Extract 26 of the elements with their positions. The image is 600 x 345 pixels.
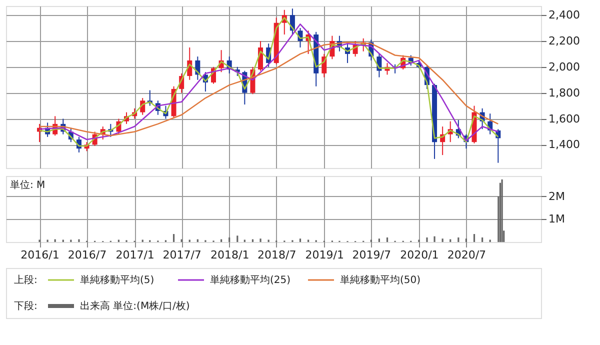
legend-title: 上段: bbox=[14, 274, 38, 286]
y-tick-label: 2,000 bbox=[548, 60, 580, 74]
legend-label: 単純移動平均(50) bbox=[340, 274, 421, 286]
y-tick-label: 1,800 bbox=[548, 86, 580, 100]
annotation: 単位: M bbox=[10, 179, 46, 191]
x-tick-label: 2018/7 bbox=[258, 248, 296, 262]
y-tick-label: 1M bbox=[548, 212, 565, 226]
y-tick-label: 1,600 bbox=[548, 112, 580, 126]
y-tick-label: 2,200 bbox=[548, 34, 580, 48]
legend-label: 出来高 単位:(M株/口/枚) bbox=[80, 300, 190, 312]
x-tick-label: 2018/1 bbox=[210, 248, 250, 262]
x-tick-label: 2020/1 bbox=[400, 248, 439, 262]
x-tick-label: 2017/7 bbox=[162, 248, 202, 262]
legend-title: 下段: bbox=[14, 300, 38, 312]
y-tick-label: 2,400 bbox=[548, 8, 580, 22]
y-tick-label: 2M bbox=[548, 190, 565, 203]
x-tick-label: 2016/1 bbox=[20, 248, 60, 262]
legend-label: 単純移動平均(25) bbox=[210, 274, 291, 286]
y-tick-label: 1,400 bbox=[548, 138, 580, 152]
x-tick-label: 2017/1 bbox=[116, 248, 154, 262]
legend-label: 単純移動平均(5) bbox=[80, 274, 154, 286]
x-tick-label: 2019/1 bbox=[305, 248, 344, 262]
x-tick-label: 2016/7 bbox=[68, 248, 107, 262]
line-series bbox=[38, 42, 499, 136]
x-tick-label: 2020/7 bbox=[447, 248, 486, 262]
x-tick-label: 2019/7 bbox=[352, 248, 391, 262]
